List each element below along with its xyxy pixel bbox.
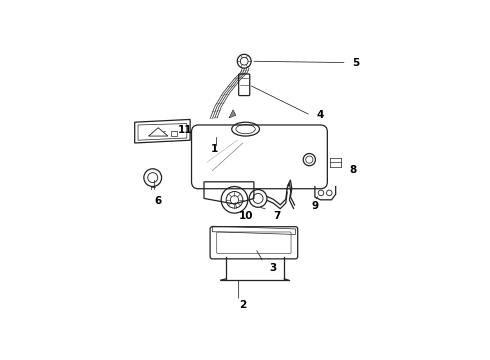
- Text: 6: 6: [155, 195, 162, 206]
- Polygon shape: [229, 110, 236, 118]
- Text: 8: 8: [349, 165, 357, 175]
- Text: 1: 1: [211, 144, 218, 153]
- Text: 11: 11: [178, 125, 192, 135]
- Text: 7: 7: [273, 211, 281, 221]
- Text: 9: 9: [312, 201, 318, 211]
- Text: 3: 3: [269, 263, 276, 273]
- Text: 5: 5: [352, 58, 360, 68]
- Text: 2: 2: [239, 300, 246, 310]
- Text: 4: 4: [316, 110, 323, 120]
- Bar: [171, 131, 177, 136]
- Text: 10: 10: [239, 211, 254, 221]
